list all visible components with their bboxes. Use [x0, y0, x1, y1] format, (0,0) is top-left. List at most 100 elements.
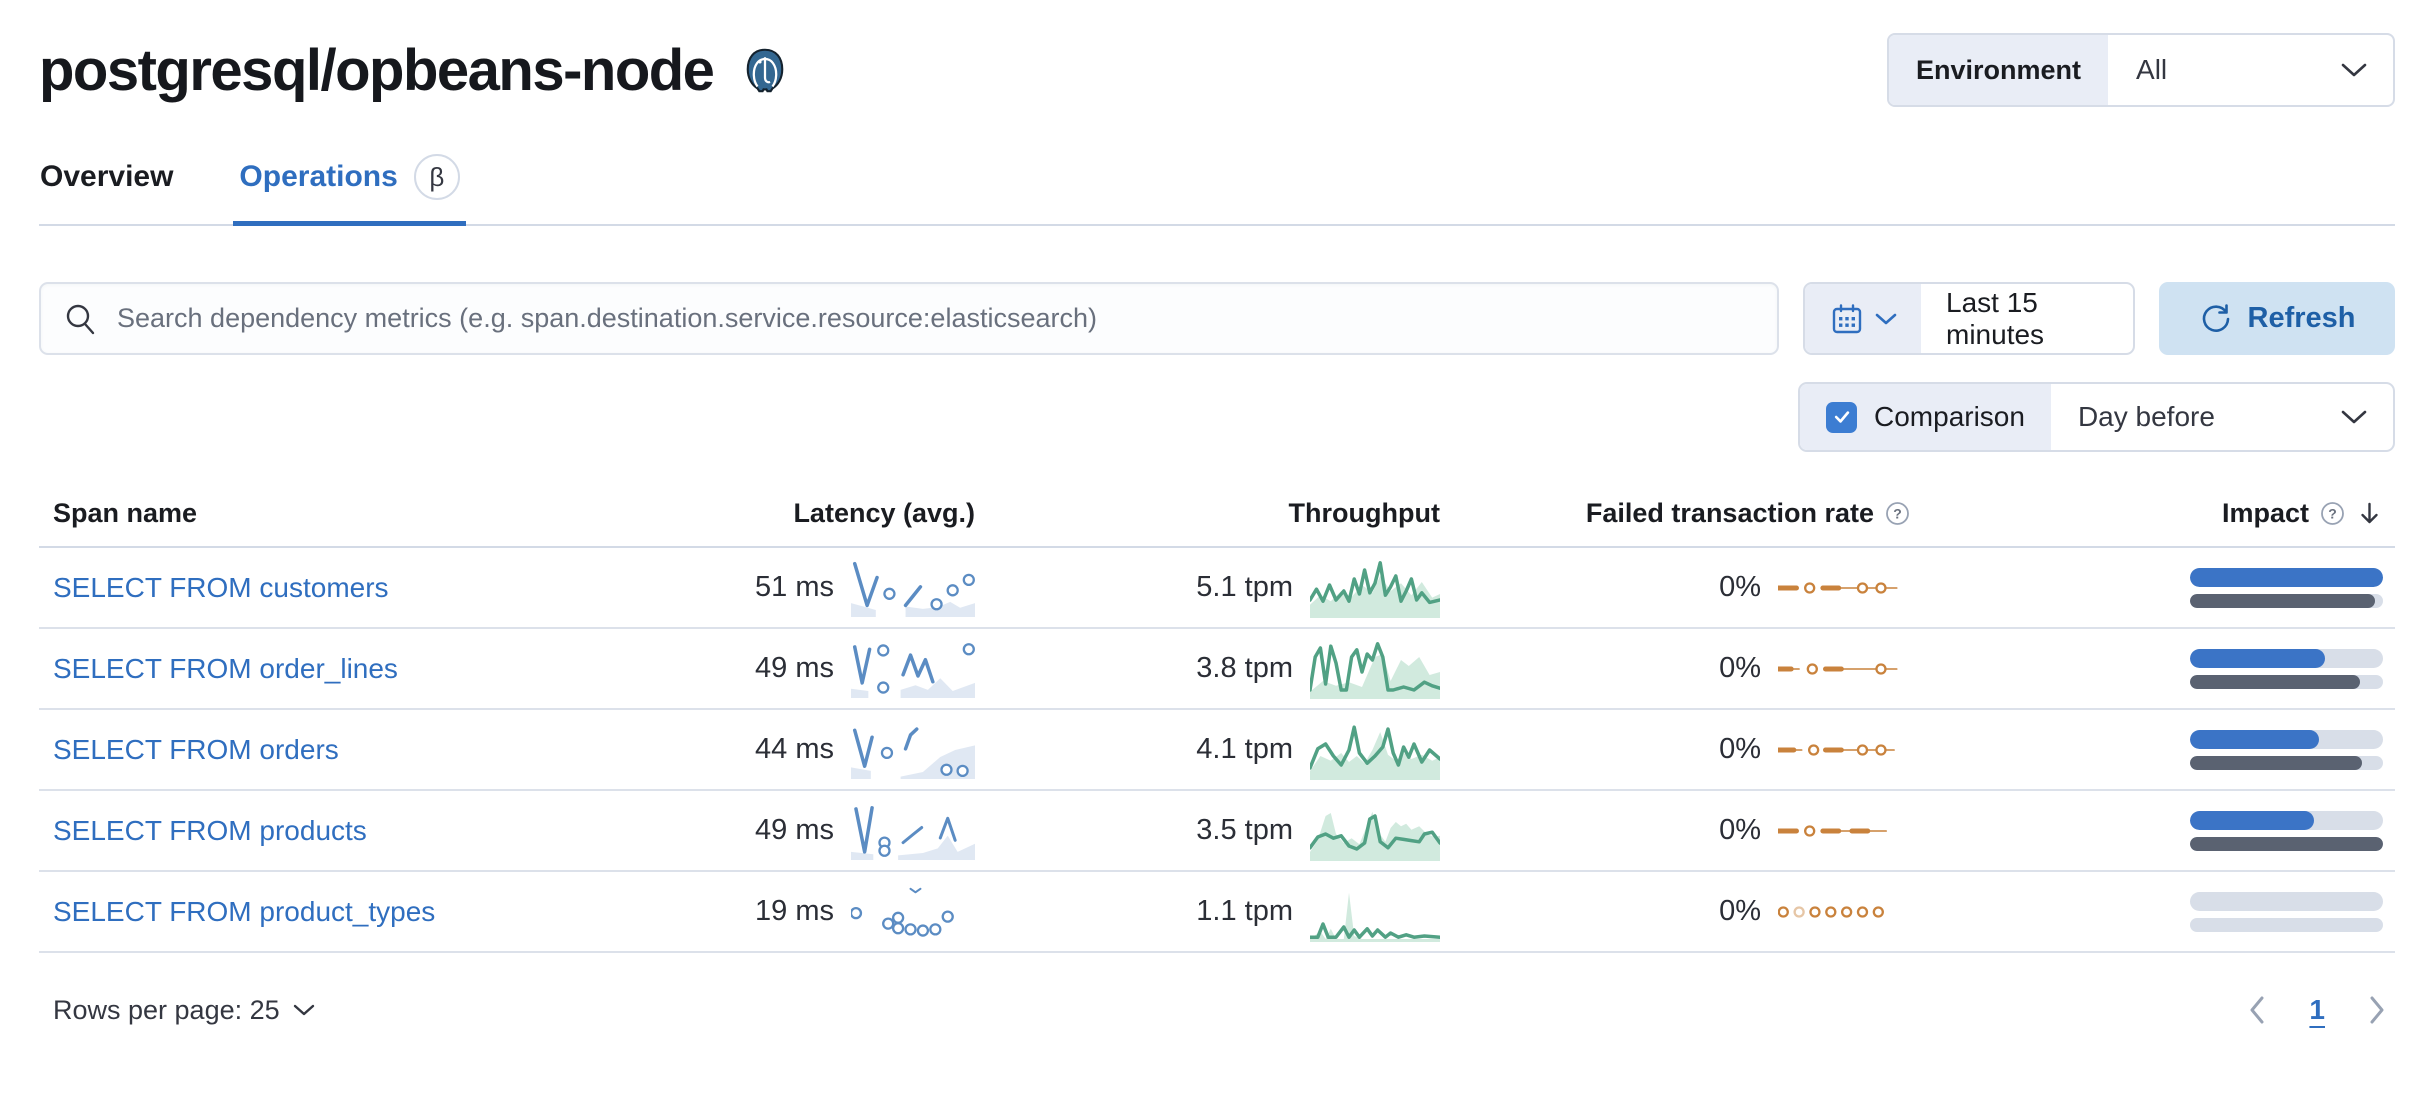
- failed-rate-value: 0%: [1719, 733, 1761, 765]
- column-header-throughput-label: Throughput: [1288, 498, 1440, 528]
- failed-rate-sparkline: [1778, 581, 1898, 594]
- previous-page-button[interactable]: [2247, 995, 2267, 1025]
- span-name-link[interactable]: SELECT FROM products: [53, 814, 367, 846]
- latency-sparkline: [851, 726, 975, 779]
- failed-rate-sparkline: [1778, 662, 1898, 675]
- toolbar: Search dependency metrics (e.g. span.des…: [39, 282, 2395, 355]
- failed-rate-sparkline: [1778, 743, 1895, 756]
- latency-cell: 51 ms: [555, 559, 975, 617]
- column-header-failed-rate-label: Failed transaction rate: [1585, 498, 1874, 528]
- postgresql-icon: [747, 48, 784, 93]
- page-header: postgresql/opbeans-node Environment All: [39, 26, 2395, 114]
- impact-cell: [1915, 810, 2395, 851]
- next-page-button[interactable]: [2367, 995, 2387, 1025]
- environment-selected-option: All: [2136, 54, 2168, 85]
- latency-sparkline: [851, 805, 975, 860]
- failed-rate-value: 0%: [1719, 652, 1761, 684]
- span-name-link[interactable]: SELECT FROM product_types: [53, 895, 436, 927]
- column-header-throughput[interactable]: Throughput: [975, 498, 1455, 529]
- comparison-toolbar: Comparison Day before: [39, 382, 2395, 452]
- impact-bar-previous: [2190, 917, 2383, 932]
- tab-overview[interactable]: Overview: [40, 154, 173, 224]
- beta-badge: β: [413, 154, 460, 200]
- chevron-down-icon: [293, 1004, 314, 1016]
- throughput-value: 3.8 tpm: [1196, 652, 1293, 684]
- latency-value: 44 ms: [755, 733, 834, 765]
- environment-select[interactable]: Environment All: [1887, 33, 2395, 107]
- impact-cell: [1915, 567, 2395, 608]
- throughput-cell: 4.1 tpm: [975, 720, 1455, 780]
- latency-sparkline: [851, 642, 975, 698]
- latency-cell: 44 ms: [555, 721, 975, 779]
- latency-value: 51 ms: [755, 571, 834, 603]
- table-row: SELECT FROM orders 44 ms 4.1 tpm 0%: [39, 710, 2395, 791]
- impact-bar-current: [2190, 891, 2383, 911]
- throughput-sparkline: [1310, 641, 1440, 699]
- table-row: SELECT FROM products 49 ms 3.5 tpm 0%: [39, 791, 2395, 872]
- span-name-link[interactable]: SELECT FROM orders: [53, 733, 339, 765]
- refresh-icon: [2202, 303, 2229, 332]
- column-header-span-name[interactable]: Span name: [53, 498, 198, 528]
- impact-bars: [2190, 567, 2383, 608]
- span-name-link[interactable]: SELECT FROM customers: [53, 571, 389, 603]
- check-icon: [1834, 411, 1849, 423]
- comparison-checkbox-group[interactable]: Comparison: [1800, 384, 2051, 450]
- span-name-cell: SELECT FROM order_lines: [39, 653, 555, 685]
- impact-cell: [1915, 648, 2395, 689]
- impact-cell: [1915, 729, 2395, 770]
- search-icon: [66, 304, 95, 334]
- impact-bar-current: [2190, 729, 2383, 749]
- latency-value: 19 ms: [755, 895, 834, 927]
- chevron-left-icon: [2250, 996, 2264, 1024]
- table-row: SELECT FROM product_types 19 ms 1.1 tpm …: [39, 872, 2395, 953]
- rows-per-page-label: Rows per page: 25: [53, 994, 280, 1025]
- time-range-calendar-button[interactable]: [1805, 284, 1921, 353]
- comparison-checkbox[interactable]: [1826, 401, 1857, 433]
- column-header-impact-label: Impact: [2221, 498, 2309, 528]
- span-name-cell: SELECT FROM products: [39, 815, 555, 847]
- latency-cell: 19 ms: [555, 883, 975, 941]
- column-header-failed-rate[interactable]: Failed transaction rate ?: [1455, 498, 1915, 529]
- column-header-latency[interactable]: Latency (avg.): [555, 498, 975, 529]
- failed-rate-value: 0%: [1719, 895, 1761, 927]
- failed-rate-cell: 0%: [1455, 811, 1915, 851]
- time-range-picker[interactable]: Last 15 minutes: [1803, 282, 2135, 355]
- impact-bar-previous: [2190, 836, 2383, 851]
- throughput-sparkline: [1310, 892, 1440, 942]
- failed-rate-cell: 0%: [1455, 649, 1915, 689]
- page-title: postgresql/opbeans-node: [39, 37, 715, 103]
- impact-bar-previous: [2190, 755, 2383, 770]
- search-input[interactable]: Search dependency metrics (e.g. span.des…: [39, 282, 1779, 355]
- table-footer: Rows per page: 25 1: [39, 983, 2395, 1037]
- impact-bar-current: [2190, 648, 2383, 668]
- tab-operations[interactable]: Operations β: [233, 154, 467, 226]
- impact-bar-current: [2190, 567, 2383, 587]
- chevron-down-icon: [1875, 313, 1896, 324]
- search-placeholder: Search dependency metrics (e.g. span.des…: [117, 303, 1097, 333]
- failed-rate-sparkline: [1778, 824, 1887, 837]
- column-header-impact[interactable]: Impact ?: [1915, 498, 2395, 529]
- chevron-down-icon: [2341, 410, 2367, 424]
- failed-rate-value: 0%: [1719, 814, 1761, 846]
- table-row: SELECT FROM order_lines 49 ms 3.8 tpm 0%: [39, 629, 2395, 710]
- span-name-link[interactable]: SELECT FROM order_lines: [53, 652, 398, 684]
- latency-sparkline: [851, 561, 975, 617]
- time-range-value[interactable]: Last 15 minutes: [1946, 286, 2045, 350]
- throughput-cell: 1.1 tpm: [975, 882, 1455, 942]
- failed-rate-cell: 0%: [1455, 730, 1915, 770]
- page-number[interactable]: 1: [2309, 994, 2325, 1025]
- title-group: postgresql/opbeans-node: [39, 37, 789, 104]
- span-name-cell: SELECT FROM product_types: [39, 896, 555, 928]
- rows-per-page-button[interactable]: Rows per page: 25: [53, 995, 315, 1026]
- refresh-button[interactable]: Refresh: [2159, 282, 2395, 355]
- comparison-selected-option: Day before: [2077, 401, 2215, 432]
- throughput-sparkline: [1310, 724, 1440, 780]
- latency-value: 49 ms: [755, 652, 834, 684]
- comparison-select[interactable]: Day before: [2051, 384, 2393, 450]
- column-header-latency-label: Latency (avg.): [793, 498, 975, 528]
- impact-bars: [2190, 729, 2383, 770]
- impact-bars: [2190, 648, 2383, 689]
- throughput-value: 5.1 tpm: [1196, 571, 1293, 603]
- sort-desc-arrow-icon: [2361, 502, 2378, 524]
